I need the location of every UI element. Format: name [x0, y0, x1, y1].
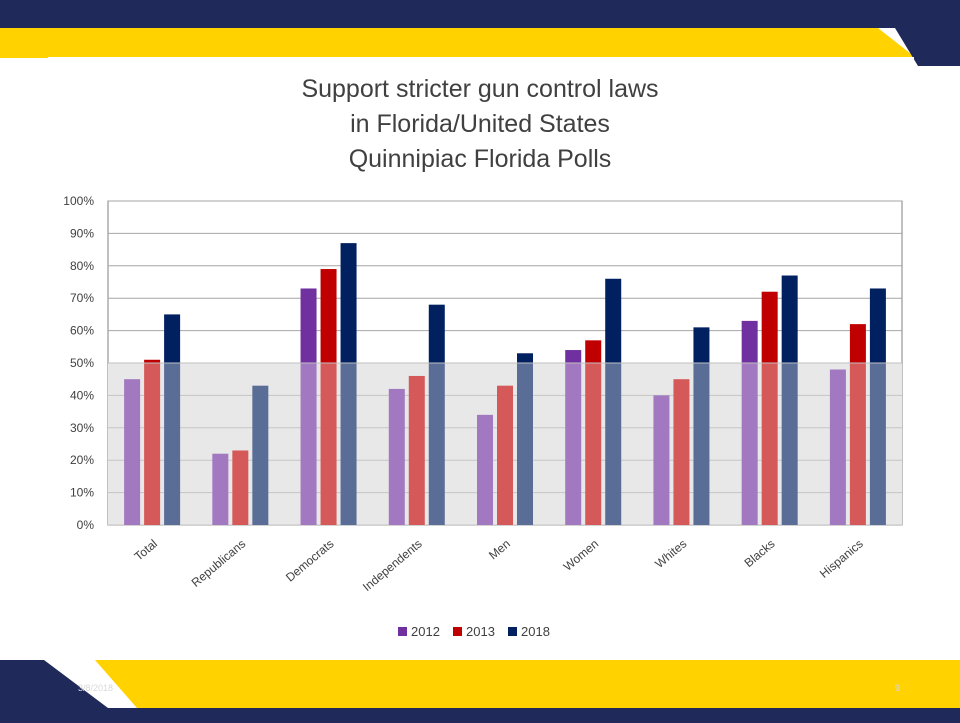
- bar-2012-democrats: [300, 288, 317, 525]
- y-tick-label: 90%: [70, 226, 94, 240]
- footer-date: 3/8/2018: [78, 683, 114, 693]
- bar-2012-whites: [653, 395, 670, 525]
- chart-title-line-3: Quinnipiac Florida Polls: [348, 145, 612, 173]
- legend-swatch-2018: [508, 627, 517, 636]
- bar-2013-whites: [673, 379, 690, 525]
- x-tick-label: Independents: [360, 537, 425, 594]
- x-tick-label: Republicans: [189, 537, 249, 590]
- bar-2018-independents: [428, 304, 445, 525]
- bar-2013-men: [497, 385, 513, 525]
- bar-2018-women: [605, 278, 622, 525]
- y-tick-label: 50%: [70, 356, 94, 370]
- y-tick-label: 40%: [70, 388, 94, 402]
- legend-swatch-2013: [453, 627, 462, 636]
- x-tick-label: Total: [132, 537, 160, 564]
- bar-2012-women: [565, 350, 582, 525]
- y-tick-label: 70%: [70, 291, 94, 305]
- bar-2013-total: [144, 359, 161, 525]
- bar-2018-hispanics: [869, 288, 886, 525]
- bar-2012-men: [477, 414, 493, 525]
- legend-swatch-2012: [398, 627, 407, 636]
- shaded-band-overlay: [108, 363, 902, 525]
- y-tick-label: 20%: [70, 453, 94, 467]
- chart-title-line-2: in Florida/United States: [350, 110, 610, 138]
- bar-2018-democrats: [340, 243, 357, 525]
- x-tick-label: Whites: [652, 537, 689, 571]
- bar-2013-hispanics: [849, 324, 866, 525]
- bar-2018-men: [517, 353, 533, 525]
- legend-label-2018: 2018: [521, 624, 550, 639]
- y-tick-label: 0%: [77, 518, 95, 532]
- bar-2012-republicans: [212, 453, 229, 525]
- x-tick-label: Blacks: [742, 537, 778, 570]
- bar-2012-hispanics: [829, 369, 846, 525]
- bar-2013-democrats: [320, 269, 337, 525]
- bar-2012-blacks: [741, 320, 758, 525]
- x-tick-label: Women: [561, 537, 602, 574]
- x-tick-label: Men: [486, 537, 513, 563]
- y-tick-label: 60%: [70, 324, 94, 338]
- bar-2012-total: [124, 379, 141, 525]
- y-tick-label: 100%: [63, 194, 94, 208]
- page-number: 9: [894, 683, 900, 693]
- bar-2013-independents: [408, 375, 425, 525]
- y-tick-label: 10%: [70, 486, 94, 500]
- bar-2013-republicans: [232, 450, 249, 525]
- bar-2013-blacks: [761, 291, 778, 525]
- chart-title-line-1: Support stricter gun control laws: [301, 75, 659, 103]
- bar-2018-total: [164, 314, 181, 525]
- y-tick-label: 80%: [70, 259, 94, 273]
- x-tick-label: Democrats: [283, 537, 336, 585]
- legend-label-2013: 2013: [466, 624, 495, 639]
- bar-2018-whites: [693, 327, 710, 525]
- x-tick-label: Hispanics: [817, 537, 866, 581]
- bar-2018-blacks: [781, 275, 798, 525]
- legend-label-2012: 2012: [411, 624, 440, 639]
- y-tick-label: 30%: [70, 421, 94, 435]
- bar-2013-women: [585, 340, 602, 525]
- bar-2018-republicans: [252, 385, 269, 525]
- bar-2012-independents: [388, 388, 405, 525]
